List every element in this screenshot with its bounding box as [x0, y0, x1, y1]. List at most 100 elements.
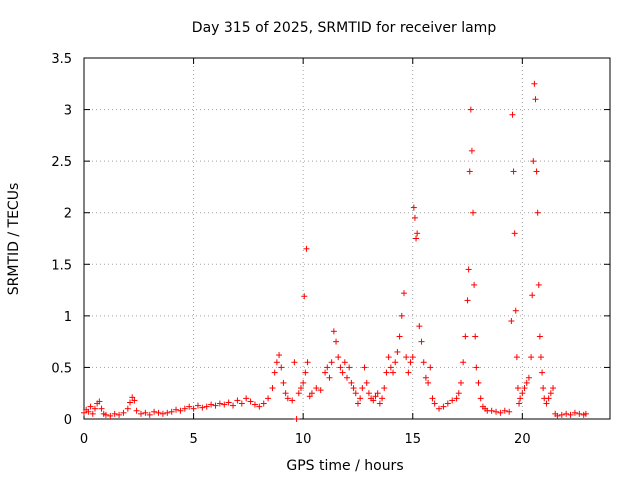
data-point — [131, 397, 138, 404]
data-point — [91, 405, 98, 412]
data-point — [530, 158, 537, 165]
data-point — [468, 147, 475, 154]
data-point — [151, 408, 158, 415]
data-point — [271, 369, 278, 376]
data-point — [571, 409, 578, 416]
data-point — [306, 393, 313, 400]
data-point — [87, 403, 94, 410]
data-point — [280, 379, 287, 386]
data-point — [535, 281, 542, 288]
x-tick-label: 15 — [404, 432, 421, 447]
data-point — [85, 408, 92, 415]
data-point — [429, 395, 436, 402]
y-tick-label: 3 — [64, 104, 72, 119]
data-point — [230, 402, 237, 409]
data-point — [511, 230, 518, 237]
data-point — [221, 401, 228, 408]
data-point — [322, 369, 329, 376]
data-point — [517, 395, 524, 402]
data-point — [420, 359, 427, 366]
data-point — [396, 333, 403, 340]
data-point — [370, 397, 377, 404]
data-point — [422, 374, 429, 381]
data-point — [431, 400, 438, 407]
data-point — [142, 409, 149, 416]
data-point — [333, 338, 340, 345]
data-point — [379, 395, 386, 402]
data-point — [547, 390, 554, 397]
data-point — [405, 369, 412, 376]
data-point — [348, 379, 355, 386]
data-point — [466, 168, 473, 175]
data-point — [528, 354, 535, 361]
data-point — [186, 403, 193, 410]
data-point — [411, 214, 418, 221]
data-point — [436, 405, 443, 412]
data-point — [269, 385, 276, 392]
data-point — [516, 400, 523, 407]
data-point — [576, 410, 583, 417]
data-point — [247, 398, 254, 405]
data-point — [137, 410, 144, 417]
data-point — [409, 354, 416, 361]
data-point — [398, 312, 405, 319]
data-point — [203, 403, 210, 410]
data-point — [133, 407, 140, 414]
data-point — [473, 364, 480, 371]
data-point — [512, 307, 519, 314]
data-point — [497, 409, 504, 416]
data-point — [256, 403, 263, 410]
data-point — [543, 400, 550, 407]
data-point — [212, 402, 219, 409]
data-point — [208, 401, 215, 408]
data-point — [539, 369, 546, 376]
data-point — [234, 397, 241, 404]
data-point — [330, 328, 337, 335]
data-point — [284, 395, 291, 402]
data-point — [465, 266, 472, 273]
data-point — [534, 209, 541, 216]
data-point — [525, 374, 532, 381]
x-tick-label: 5 — [189, 432, 197, 447]
data-point — [567, 411, 574, 418]
data-point — [297, 385, 304, 392]
data-point — [278, 364, 285, 371]
data-point — [488, 407, 495, 414]
data-point — [111, 410, 118, 417]
data-point — [337, 364, 344, 371]
data-point — [385, 354, 392, 361]
data-point — [293, 416, 300, 422]
data-point — [273, 359, 280, 366]
data-point — [300, 379, 307, 386]
chart-title: Day 315 of 2025, SRMTID for receiver lam… — [192, 20, 497, 36]
data-point — [89, 410, 96, 417]
data-point — [531, 80, 538, 87]
data-point — [455, 390, 462, 397]
data-point — [523, 379, 530, 386]
x-tick-label: 20 — [514, 432, 531, 447]
data-point — [449, 397, 456, 404]
data-point — [308, 390, 315, 397]
data-point — [199, 404, 206, 411]
data-point — [532, 96, 539, 103]
data-point — [344, 374, 350, 381]
x-tick-label: 0 — [80, 432, 88, 447]
data-point — [291, 359, 298, 366]
data-point — [177, 407, 184, 414]
data-point — [471, 281, 478, 288]
data-point — [509, 111, 516, 118]
plot-frame — [83, 57, 611, 420]
data-point — [159, 410, 166, 417]
grid — [84, 58, 610, 419]
y-tick-label: 3.5 — [51, 52, 72, 67]
data-point — [326, 374, 333, 381]
data-point — [416, 323, 423, 330]
data-point — [365, 390, 372, 397]
data-point — [81, 409, 87, 416]
data-point — [98, 405, 105, 412]
data-point — [216, 400, 223, 407]
data-point — [361, 364, 368, 371]
data-point — [513, 354, 520, 361]
data-point — [243, 395, 250, 402]
